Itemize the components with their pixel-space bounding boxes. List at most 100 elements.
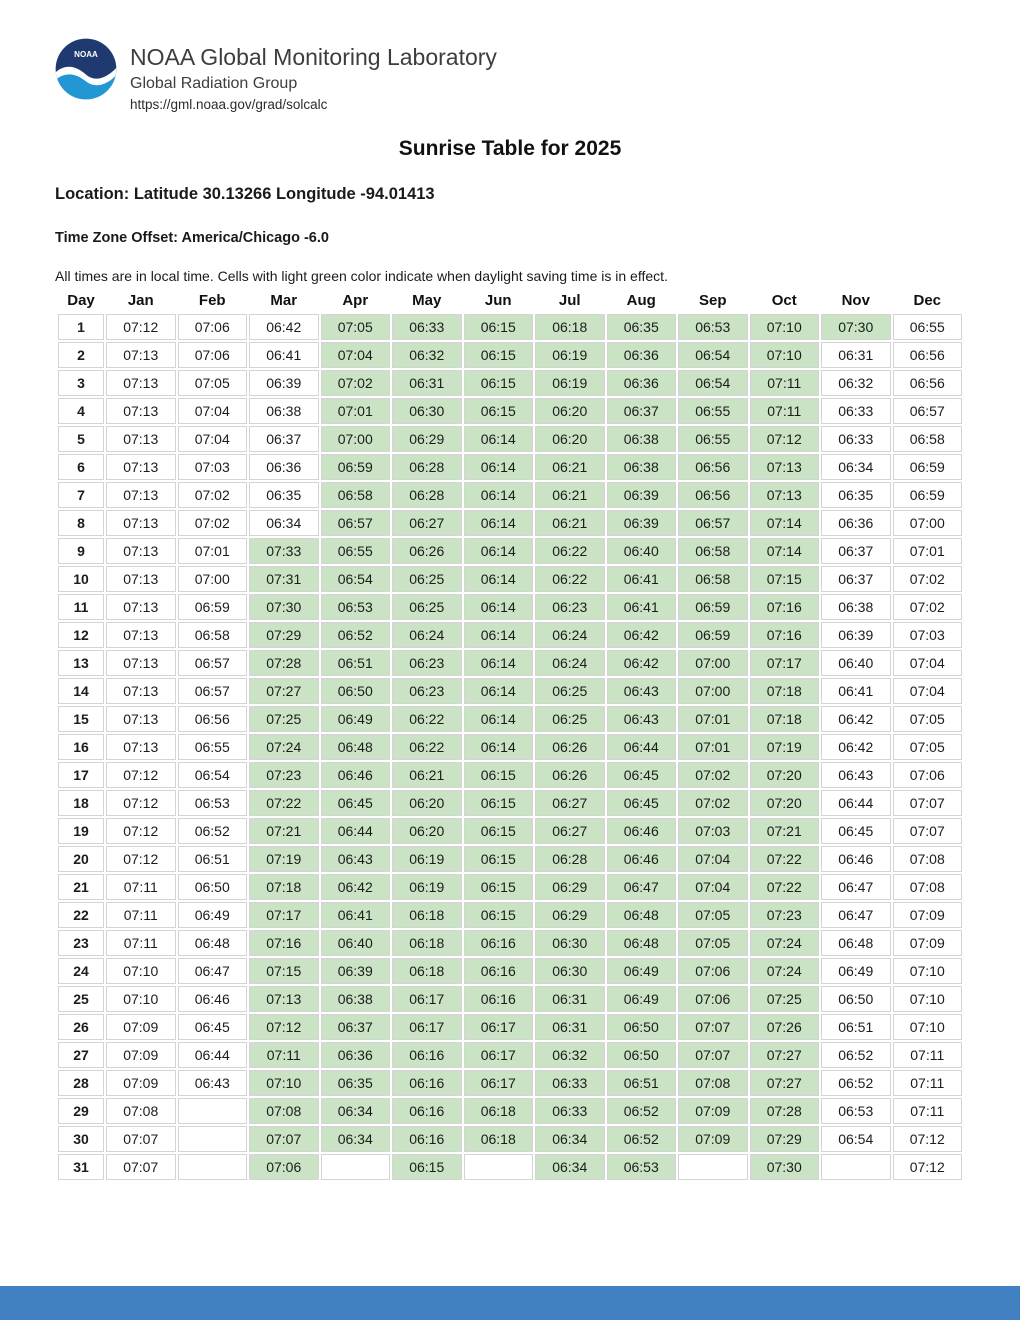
day-cell-26: 26 [58, 1014, 104, 1040]
time-cell-mar-20: 07:19 [249, 846, 319, 872]
time-cell-mar-23: 07:16 [249, 930, 319, 956]
time-cell-nov-20: 06:46 [821, 846, 891, 872]
time-cell-oct-3: 07:11 [749, 370, 819, 396]
time-cell-mar-8: 06:34 [249, 510, 319, 536]
time-cell-oct-10: 07:15 [749, 566, 819, 592]
day-cell-9: 9 [58, 538, 104, 564]
time-cell-dec-2: 06:56 [892, 342, 962, 368]
time-cell-mar-4: 06:38 [249, 398, 319, 424]
time-cell-jan-25: 07:10 [106, 986, 176, 1012]
time-cell-may-12: 06:24 [392, 622, 462, 648]
noaa-logo-icon: NOAA [55, 38, 117, 100]
table-row-day-10: 10 07:13 07:00 07:31 06:54 06:25 06:14 06:22 06:… [58, 566, 962, 592]
day-cell-4: 4 [58, 398, 104, 424]
time-cell-feb-21: 06:50 [177, 874, 247, 900]
time-cell-dec-3: 06:56 [892, 370, 962, 396]
time-cell-feb-26: 06:45 [177, 1014, 247, 1040]
time-cell-dec-11: 07:02 [892, 594, 962, 620]
time-cell-dec-13: 07:04 [892, 650, 962, 676]
time-cell-dec-25: 07:10 [892, 986, 962, 1012]
time-cell-apr-11: 06:53 [320, 594, 390, 620]
time-cell-nov-8: 06:36 [821, 510, 891, 536]
time-cell-feb-2: 07:06 [177, 342, 247, 368]
time-cell-sep-22: 07:05 [678, 902, 748, 928]
time-cell-may-6: 06:28 [392, 454, 462, 480]
time-cell-dec-19: 07:07 [892, 818, 962, 844]
time-cell-jan-7: 07:13 [106, 482, 176, 508]
time-cell-sep-15: 07:01 [678, 706, 748, 732]
time-cell-sep-23: 07:05 [678, 930, 748, 956]
time-cell-aug-3: 06:36 [606, 370, 676, 396]
time-cell-aug-1: 06:35 [606, 314, 676, 340]
time-cell-jan-10: 07:13 [106, 566, 176, 592]
time-cell-sep-21: 07:04 [678, 874, 748, 900]
time-cell-nov-25: 06:50 [821, 986, 891, 1012]
time-cell-jan-30: 07:07 [106, 1126, 176, 1152]
time-cell-apr-13: 06:51 [320, 650, 390, 676]
time-cell-feb-31 [177, 1154, 247, 1180]
time-cell-oct-1: 07:10 [749, 314, 819, 340]
time-cell-nov-28: 06:52 [821, 1070, 891, 1096]
time-cell-jan-12: 07:13 [106, 622, 176, 648]
day-cell-11: 11 [58, 594, 104, 620]
time-cell-oct-29: 07:28 [749, 1098, 819, 1124]
time-cell-jul-14: 06:25 [535, 678, 605, 704]
time-cell-nov-11: 06:38 [821, 594, 891, 620]
time-cell-jul-22: 06:29 [535, 902, 605, 928]
time-cell-feb-15: 06:56 [177, 706, 247, 732]
time-cell-oct-22: 07:23 [749, 902, 819, 928]
table-row-day-17: 17 07:12 06:54 07:23 06:46 06:21 06:15 06:26 06:… [58, 762, 962, 788]
time-cell-jun-26: 06:17 [463, 1014, 533, 1040]
time-cell-may-27: 06:16 [392, 1042, 462, 1068]
time-cell-nov-1: 07:30 [821, 314, 891, 340]
time-cell-aug-15: 06:43 [606, 706, 676, 732]
time-cell-jun-10: 06:14 [463, 566, 533, 592]
time-cell-jul-26: 06:31 [535, 1014, 605, 1040]
time-cell-feb-7: 07:02 [177, 482, 247, 508]
time-cell-nov-17: 06:43 [821, 762, 891, 788]
time-cell-apr-24: 06:39 [320, 958, 390, 984]
time-cell-feb-16: 06:55 [177, 734, 247, 760]
time-cell-oct-9: 07:14 [749, 538, 819, 564]
time-cell-jun-3: 06:15 [463, 370, 533, 396]
time-cell-apr-4: 07:01 [320, 398, 390, 424]
time-cell-jan-3: 07:13 [106, 370, 176, 396]
time-cell-apr-21: 06:42 [320, 874, 390, 900]
time-cell-jul-1: 06:18 [535, 314, 605, 340]
time-cell-mar-13: 07:28 [249, 650, 319, 676]
time-cell-sep-2: 06:54 [678, 342, 748, 368]
table-row-day-29: 29 07:08 07:08 06:34 06:16 06:18 06:33 06:52 07:… [58, 1098, 962, 1124]
column-header-may: May [412, 291, 442, 309]
time-cell-jan-28: 07:09 [106, 1070, 176, 1096]
time-cell-mar-3: 06:39 [249, 370, 319, 396]
time-cell-aug-2: 06:36 [606, 342, 676, 368]
time-cell-jun-24: 06:16 [463, 958, 533, 984]
time-cell-mar-5: 06:37 [249, 426, 319, 452]
time-cell-sep-12: 06:59 [678, 622, 748, 648]
column-header-sep: Sep [698, 291, 727, 309]
time-cell-feb-25: 06:46 [177, 986, 247, 1012]
time-cell-mar-24: 07:15 [249, 958, 319, 984]
time-cell-mar-31: 07:06 [249, 1154, 319, 1180]
time-cell-may-18: 06:20 [392, 790, 462, 816]
time-cell-aug-17: 06:45 [606, 762, 676, 788]
time-cell-apr-25: 06:38 [320, 986, 390, 1012]
time-cell-jul-12: 06:24 [535, 622, 605, 648]
table-row-day-14: 14 07:13 06:57 07:27 06:50 06:23 06:14 06:25 06:… [58, 678, 962, 704]
time-cell-nov-27: 06:52 [821, 1042, 891, 1068]
time-cell-mar-6: 06:36 [249, 454, 319, 480]
time-cell-oct-8: 07:14 [749, 510, 819, 536]
time-cell-may-31: 06:15 [392, 1154, 462, 1180]
time-cell-sep-20: 07:04 [678, 846, 748, 872]
time-cell-jan-29: 07:08 [106, 1098, 176, 1124]
time-cell-may-21: 06:19 [392, 874, 462, 900]
time-cell-mar-2: 06:41 [249, 342, 319, 368]
time-cell-sep-31 [678, 1154, 748, 1180]
time-cell-mar-12: 07:29 [249, 622, 319, 648]
time-cell-mar-10: 07:31 [249, 566, 319, 592]
time-cell-may-7: 06:28 [392, 482, 462, 508]
time-cell-jan-8: 07:13 [106, 510, 176, 536]
table-row-day-21: 21 07:11 06:50 07:18 06:42 06:19 06:15 06:29 06:… [58, 874, 962, 900]
time-cell-may-1: 06:33 [392, 314, 462, 340]
time-cell-jun-20: 06:15 [463, 846, 533, 872]
